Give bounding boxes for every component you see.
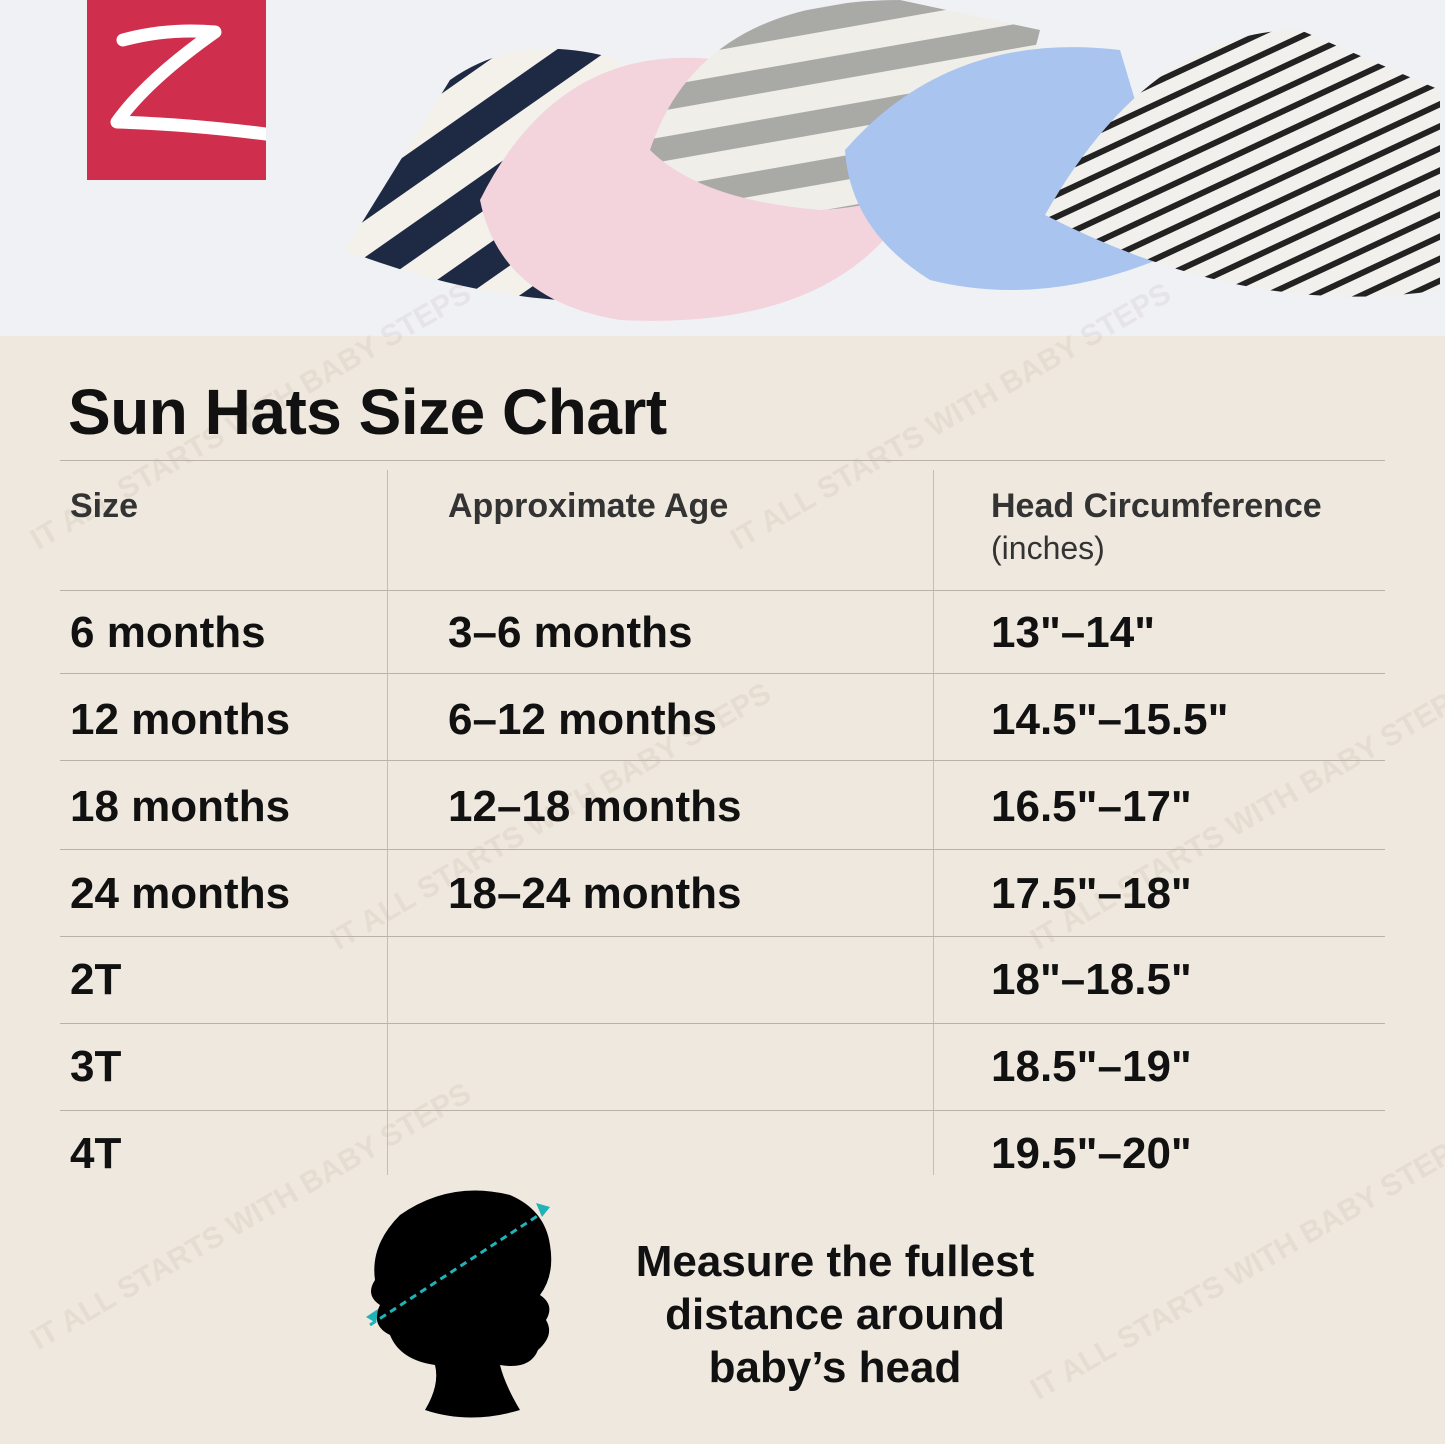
size-cell: 4T bbox=[70, 1129, 122, 1178]
size-cell: 12 months bbox=[70, 695, 291, 744]
size-cell: 2T bbox=[70, 955, 122, 1004]
column-divider bbox=[387, 470, 388, 1175]
size-cell: 24 months bbox=[70, 869, 291, 918]
size-cell: 6 months bbox=[70, 608, 266, 657]
column-divider bbox=[933, 470, 934, 1175]
header-age: Approximate Age bbox=[448, 487, 729, 525]
row-divider bbox=[60, 673, 1385, 674]
header-unit: (inches) bbox=[991, 530, 1105, 566]
circumference-cell: 16.5"–17" bbox=[991, 782, 1192, 831]
header-head-circumference: Head Circumference bbox=[991, 487, 1322, 525]
circumference-cell: 14.5"–15.5" bbox=[991, 695, 1229, 744]
measure-line: distance around bbox=[665, 1290, 1005, 1339]
row-divider bbox=[60, 936, 1385, 937]
circumference-cell: 18"–18.5" bbox=[991, 955, 1192, 1004]
row-divider bbox=[60, 590, 1385, 591]
age-cell: 3–6 months bbox=[448, 608, 693, 657]
age-cell: 6–12 months bbox=[448, 695, 717, 744]
measure-line: baby’s head bbox=[708, 1343, 962, 1392]
row-divider bbox=[60, 1023, 1385, 1024]
age-cell: 12–18 months bbox=[448, 782, 742, 831]
header-size: Size bbox=[70, 487, 139, 525]
circumference-cell: 18.5"–19" bbox=[991, 1042, 1192, 1091]
size-cell: 18 months bbox=[70, 782, 291, 831]
page-title: Sun Hats Size Chart bbox=[68, 376, 667, 448]
age-cell: 18–24 months bbox=[448, 869, 742, 918]
row-divider bbox=[60, 849, 1385, 850]
divider bbox=[60, 460, 1385, 461]
circumference-cell: 19.5"–20" bbox=[991, 1129, 1192, 1178]
measure-instruction: Measure the fullest distance around baby… bbox=[590, 1235, 1080, 1394]
hats-photo bbox=[0, 0, 1445, 336]
measure-line: Measure the fullest bbox=[635, 1237, 1035, 1286]
row-divider bbox=[60, 1110, 1385, 1111]
hats-illustration bbox=[345, 0, 1440, 321]
baby-head-silhouette-icon bbox=[366, 1190, 552, 1418]
circumference-cell: 13"–14" bbox=[991, 608, 1156, 657]
size-cell: 3T bbox=[70, 1042, 122, 1091]
circumference-cell: 17.5"–18" bbox=[991, 869, 1192, 918]
brand-logo bbox=[87, 0, 273, 180]
row-divider bbox=[60, 760, 1385, 761]
logo-z-icon bbox=[110, 24, 273, 141]
